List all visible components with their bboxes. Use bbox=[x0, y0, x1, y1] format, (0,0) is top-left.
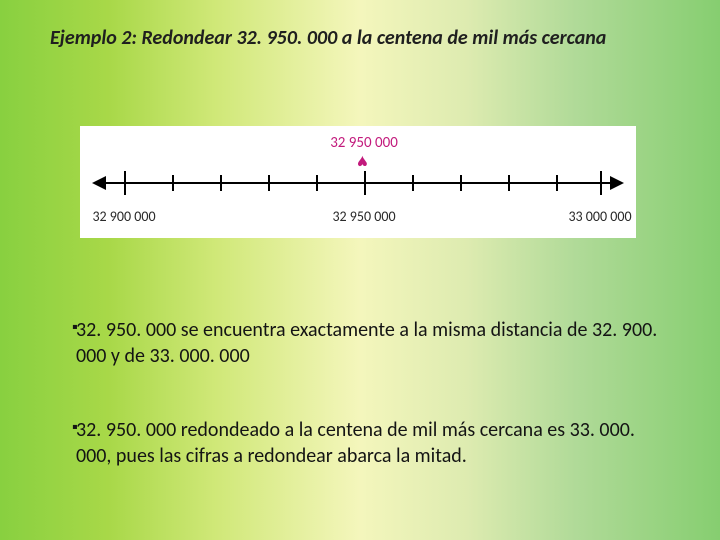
numberline-marker-label: 32 950 000 bbox=[314, 134, 414, 152]
bullet-1-text: 32. 950. 000 se encuentra exactamente a … bbox=[72, 318, 665, 369]
tick-minor bbox=[460, 175, 462, 191]
slide: Ejemplo 2: Redondear 32. 950. 000 a la c… bbox=[0, 0, 720, 540]
slide-title: Ejemplo 2: Redondear 32. 950. 000 a la c… bbox=[50, 26, 670, 50]
tick-major bbox=[364, 171, 366, 195]
tick-minor bbox=[316, 175, 318, 191]
tick-minor bbox=[172, 175, 174, 191]
axis-tick-label: 33 000 000 bbox=[550, 208, 650, 225]
tick-minor bbox=[508, 175, 510, 191]
bullet-block-1: 32. 950. 000 se encuentra exactamente a … bbox=[50, 318, 665, 369]
bullet-block-2: 32. 950. 000 redondeado a la centena de … bbox=[50, 418, 665, 469]
tick-minor bbox=[412, 175, 414, 191]
numberline-marker-icon: ♥ bbox=[357, 153, 368, 171]
arrow-right-icon bbox=[610, 176, 624, 190]
numberline-axis bbox=[100, 182, 616, 184]
tick-minor bbox=[268, 175, 270, 191]
tick-minor bbox=[220, 175, 222, 191]
tick-minor bbox=[556, 175, 558, 191]
bullet-2-text: 32. 950. 000 redondeado a la centena de … bbox=[72, 418, 665, 469]
axis-tick-label: 32 950 000 bbox=[314, 208, 414, 225]
tick-major bbox=[600, 171, 602, 195]
tick-major bbox=[124, 171, 126, 195]
axis-tick-label: 32 900 000 bbox=[74, 208, 174, 225]
numberline-figure: 32 950 000 ♥ 32 900 00032 950 00033 000 … bbox=[80, 126, 636, 238]
